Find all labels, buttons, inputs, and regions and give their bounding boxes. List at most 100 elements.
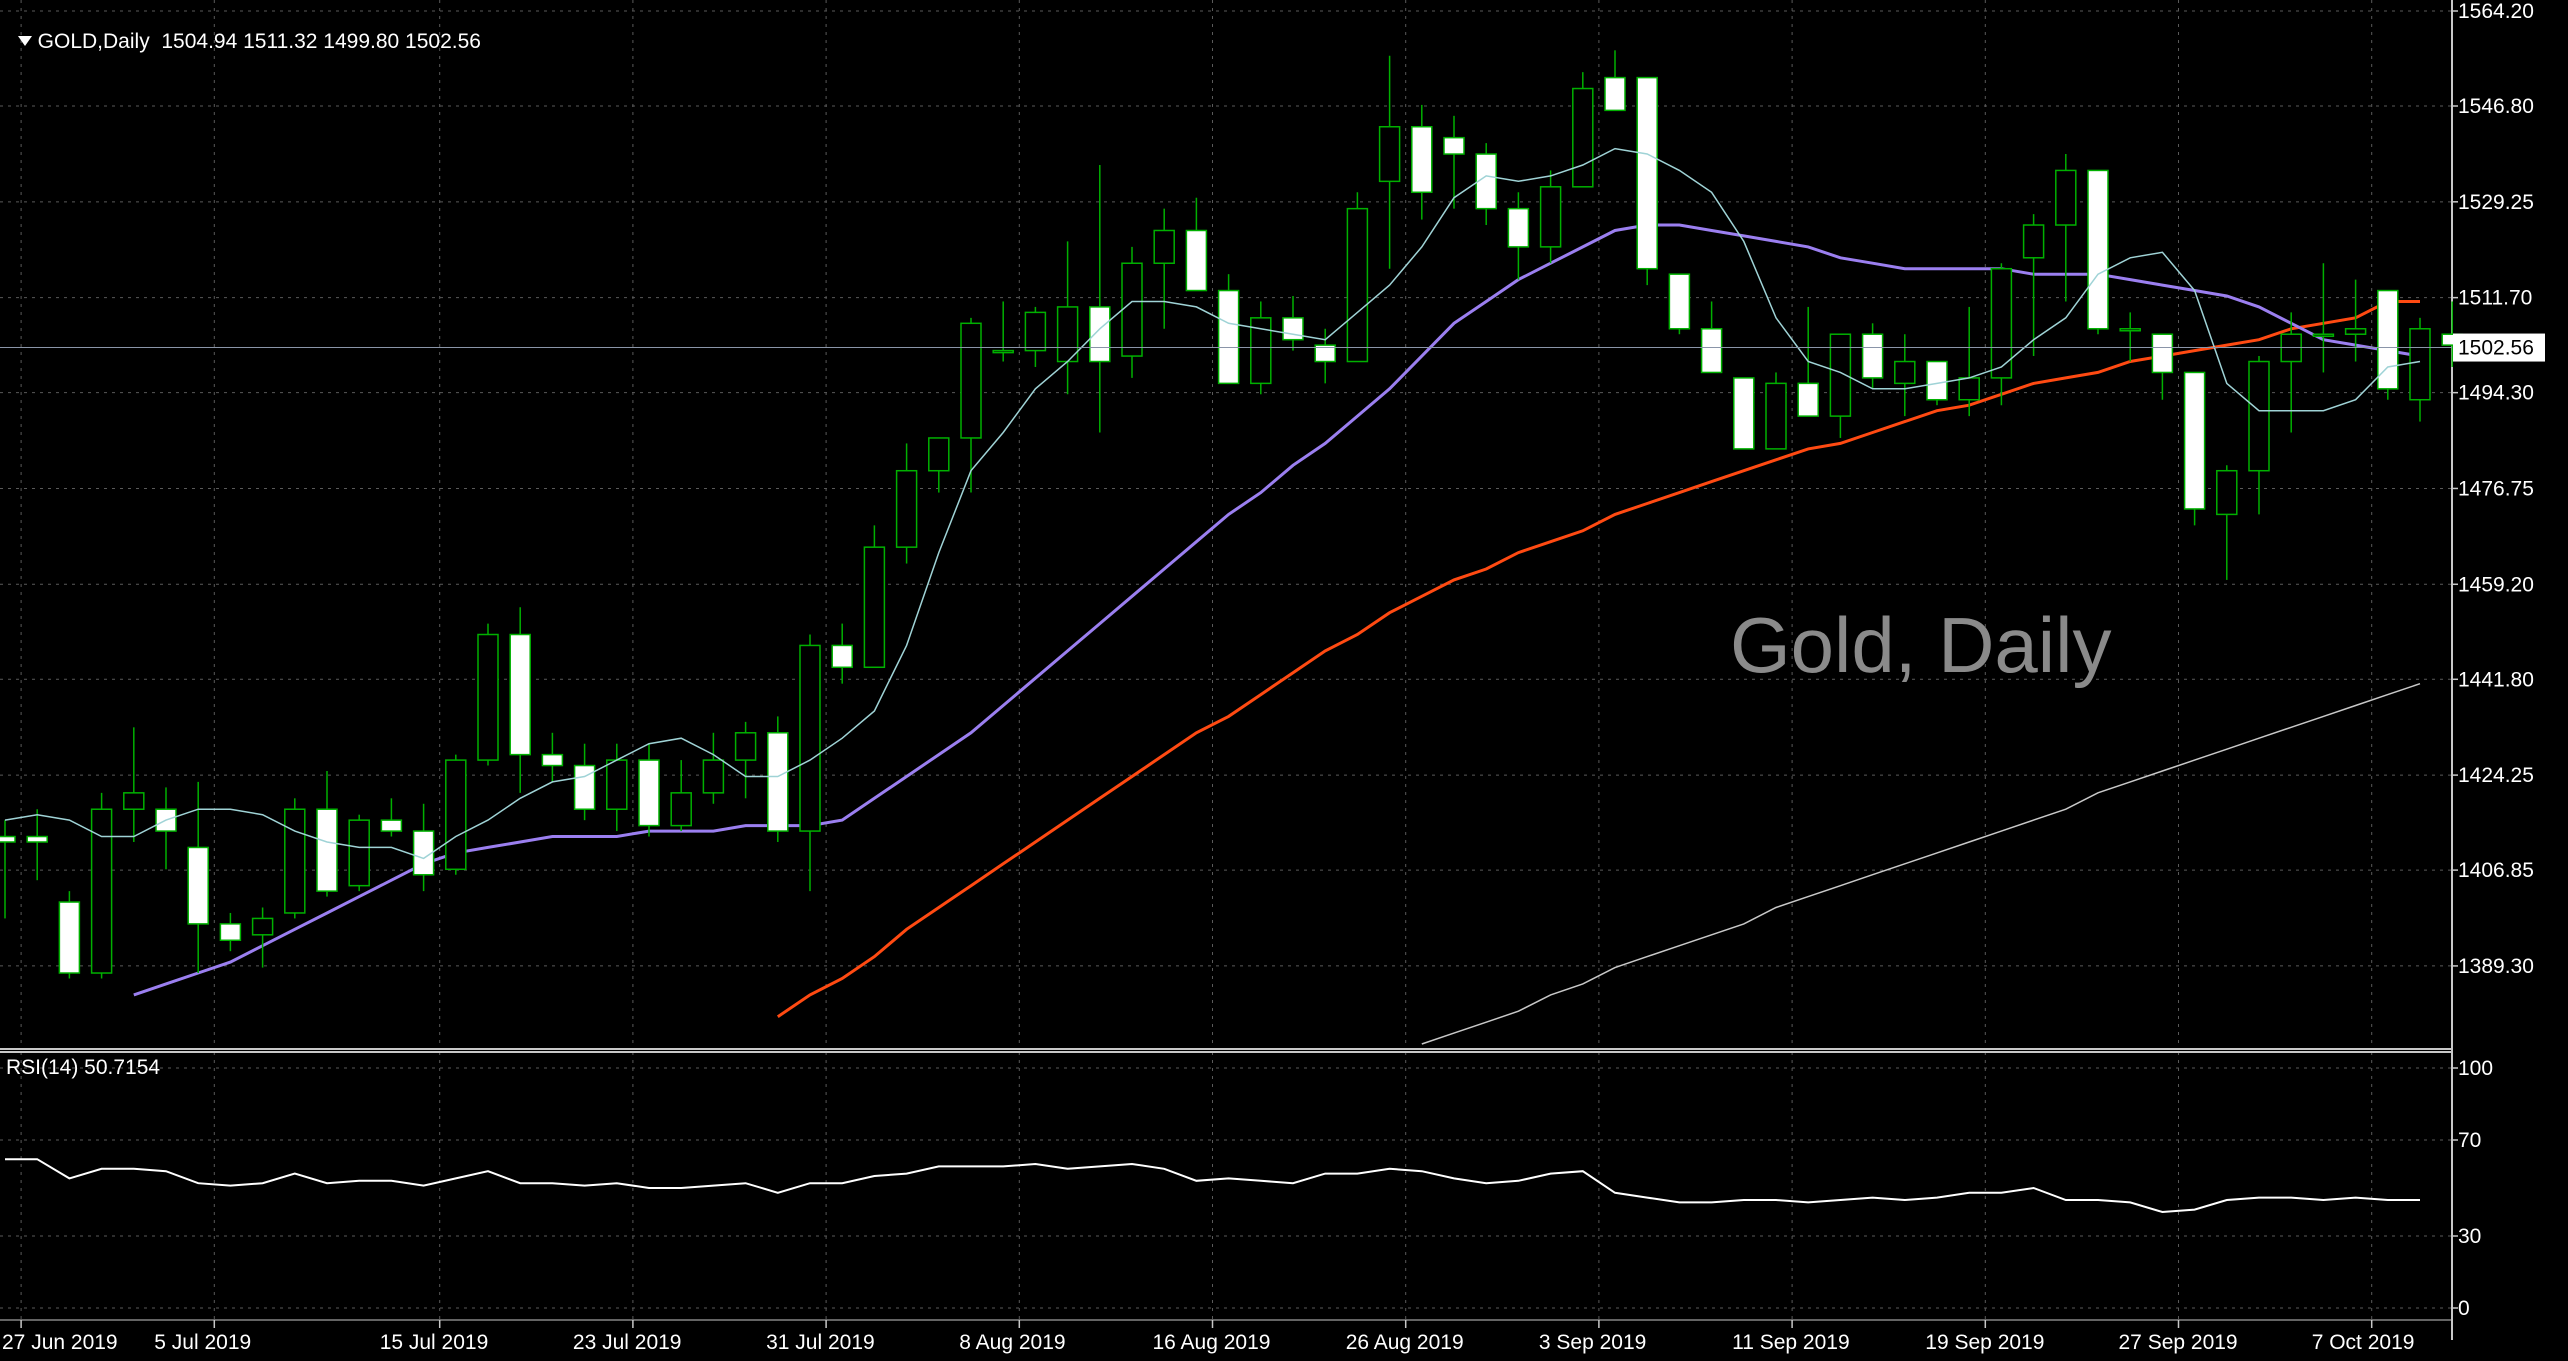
price-tick-label: 1424.25 — [2458, 764, 2534, 787]
candle — [992, 301, 1014, 362]
candle-body-bull — [445, 759, 467, 871]
rsi-series — [5, 1158, 2420, 1214]
candle — [928, 437, 950, 493]
candle — [960, 317, 982, 493]
candle-body-bull — [123, 792, 145, 810]
candle — [2248, 356, 2270, 515]
candle-body-bull — [1346, 207, 1369, 363]
candle-body-bear — [541, 753, 564, 767]
rsi-tick-label: 70 — [2458, 1129, 2481, 1152]
candle — [863, 525, 886, 669]
candle-body-bear — [1475, 153, 1497, 210]
symbol-label: GOLD,Daily — [37, 30, 150, 53]
candle-body-bull — [1024, 311, 1047, 352]
candle — [380, 798, 403, 837]
candle-body-bear — [316, 808, 338, 892]
candle-body-bear — [573, 764, 596, 810]
price-tick-label: 1476.75 — [2458, 477, 2534, 500]
ma-fast-line — [4, 147, 2421, 860]
current-price-box — [2453, 333, 2545, 362]
candle — [895, 443, 918, 564]
candle — [541, 732, 564, 782]
candle-body-bear — [1604, 76, 1626, 112]
candle-body-bull — [2312, 333, 2335, 337]
candle-body-bear — [1926, 360, 1948, 401]
candle — [1153, 208, 1175, 329]
candle — [1217, 274, 1240, 385]
candle — [670, 760, 692, 832]
candle — [1314, 328, 1336, 384]
candle-body-bull — [1894, 360, 1916, 385]
candle — [1282, 296, 1304, 351]
candle — [799, 634, 821, 892]
price-tick-label: 1406.85 — [2458, 859, 2534, 882]
rsi-axis: 100 70 30 0 — [2452, 1057, 2493, 1320]
candle-body-bull — [702, 759, 725, 794]
candle — [702, 732, 725, 804]
candle-body-bull — [1958, 377, 1980, 401]
candle-body-bear — [1217, 289, 1240, 385]
chart-header: GOLD,Daily 1504.94 1511.32 1499.80 1502.… — [6, 6, 481, 54]
candle — [831, 623, 853, 684]
candle-body-bull — [863, 546, 886, 669]
candle-body-bear — [58, 901, 81, 974]
candle-body-bear — [1314, 344, 1336, 363]
time-axis: 27 Jun 2019 5 Jul 2019 15 Jul 2019 23 Jul 2… — [2, 1320, 2414, 1354]
candle-body-bull — [1121, 262, 1143, 357]
time-tick-label: 27 Jun 2019 — [2, 1331, 118, 1354]
candle — [1572, 72, 1594, 188]
price-axis: 1564.20 1546.80 1529.25 1511.70 1494.30 1476.… — [2452, 0, 2545, 978]
candle — [155, 787, 177, 870]
candle — [2409, 317, 2431, 422]
candle-body-bear — [26, 835, 48, 843]
candle — [412, 803, 435, 892]
candle-body-bear — [1089, 306, 1111, 363]
rsi-tick-label: 100 — [2458, 1057, 2493, 1080]
candle-body-bear — [831, 644, 853, 669]
candle — [1346, 192, 1369, 363]
candle-body-bull — [928, 437, 950, 472]
time-tick-label: 27 Sep 2019 — [2119, 1331, 2238, 1354]
candle-body-bull — [2344, 328, 2367, 335]
candle-body-bull — [734, 732, 757, 761]
candle-body-bear — [0, 835, 16, 843]
candle-body-bear — [1185, 229, 1208, 292]
candle-body-bear — [380, 819, 403, 832]
candle — [2216, 465, 2238, 580]
candle-body-bull — [1250, 317, 1272, 385]
candle — [2055, 154, 2077, 302]
candle — [573, 743, 596, 821]
time-tick-label: 26 Aug 2019 — [1346, 1331, 1464, 1354]
candle — [1443, 115, 1465, 209]
candle-body-bull — [251, 917, 274, 936]
candle-body-bear — [1861, 333, 1884, 379]
triangle-down-icon[interactable] — [17, 36, 32, 46]
time-tick-label: 11 Sep 2019 — [1732, 1331, 1850, 1354]
rsi-grid — [0, 1052, 2452, 1320]
ma-mid-line — [133, 223, 2421, 997]
time-tick-label: 7 Oct 2019 — [2312, 1331, 2415, 1354]
candle — [1926, 360, 1948, 406]
candle-body-bull — [2055, 169, 2077, 226]
candle-body-bull — [1990, 267, 2013, 379]
candle — [477, 623, 499, 766]
candle — [123, 727, 145, 842]
candle — [1700, 301, 1723, 374]
candle — [1411, 104, 1433, 220]
time-tick-label: 31 Jul 2019 — [766, 1331, 875, 1354]
time-tick-label: 19 Sep 2019 — [1925, 1331, 2044, 1354]
candle-body-bull — [1153, 229, 1175, 264]
candle-body-bear — [1668, 273, 1691, 330]
rsi-polyline — [5, 1158, 2420, 1214]
candle — [1475, 143, 1497, 226]
time-tick-label: 16 Aug 2019 — [1153, 1331, 1271, 1354]
price-tick-label: 1441.80 — [2458, 668, 2534, 691]
candle — [2151, 333, 2174, 400]
candle-body-bull — [477, 633, 499, 761]
candle — [2183, 371, 2206, 526]
candle-body-bull — [799, 644, 821, 832]
candle — [1990, 263, 2013, 406]
candle — [251, 907, 274, 968]
candle — [348, 814, 370, 892]
